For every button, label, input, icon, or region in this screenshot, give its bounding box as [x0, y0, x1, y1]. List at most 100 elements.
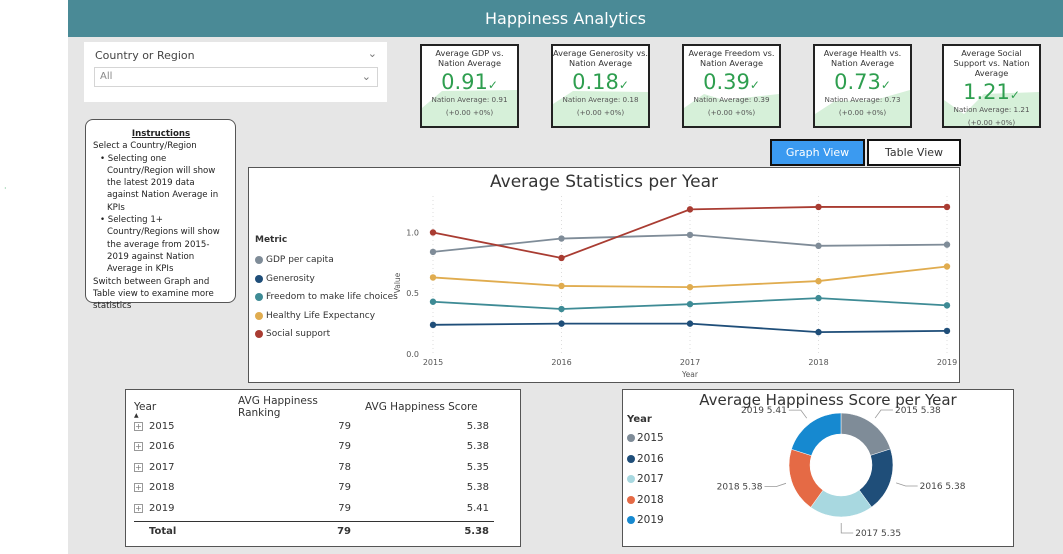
- kpi-nation-average: Nation Average: 0.73: [824, 95, 901, 104]
- label-leader-line: [840, 522, 854, 534]
- data-point: [815, 242, 822, 250]
- x-tick-label: 2015: [423, 358, 443, 367]
- kpi-delta: (+0.00 +0%): [707, 108, 756, 117]
- label-leader-line: [874, 409, 893, 419]
- legend-item[interactable]: 2016: [627, 449, 664, 470]
- legend-item[interactable]: Freedom to make life choices: [255, 288, 398, 307]
- country-slicer[interactable]: Country or Region ⌄ All ⌄: [84, 42, 387, 102]
- instructions-bullet2: • Selecting 1+ Country/Regions will show…: [100, 215, 220, 275]
- data-point: [943, 302, 951, 309]
- table-row: +2016 79 5.38: [134, 441, 489, 453]
- legend-swatch: [627, 475, 635, 484]
- donut-legend: Year 2015 2016 2017 2018 2019: [627, 414, 664, 531]
- graph-view-button[interactable]: Graph View: [770, 139, 865, 166]
- check-icon: ✓: [749, 78, 760, 92]
- table-view-button[interactable]: Table View: [867, 139, 961, 166]
- instructions-line1: Select a Country/Region: [93, 141, 197, 152]
- happiness-table: ▲ Year AVG Happiness Ranking AVG Happine…: [134, 395, 494, 542]
- expand-icon[interactable]: +: [134, 421, 143, 431]
- column-header-year[interactable]: Year: [134, 401, 157, 413]
- chevron-down-icon[interactable]: ⌄: [361, 70, 371, 83]
- donut-chart-panel: 2015 5.38 2016 5.38 2017 5.35 2018 5.38 2019…: [622, 389, 1014, 547]
- expand-icon[interactable]: +: [134, 442, 143, 452]
- data-point: [558, 254, 565, 262]
- data-point: [686, 231, 694, 239]
- instructions-box: Instructions Select a Country/Region • S…: [85, 119, 236, 311]
- check-icon: ✓: [1009, 88, 1020, 102]
- dropdown-value: All: [100, 71, 113, 82]
- line-chart-title: Average Statistics per Year: [490, 172, 718, 192]
- instructions-bullet1: • Selecting one Country/Region will show…: [100, 153, 219, 213]
- x-tick-label: 2016: [551, 358, 571, 367]
- y-axis-label: Value: [393, 272, 402, 293]
- data-point: [686, 206, 694, 213]
- data-point: [558, 282, 565, 290]
- kpi-delta: (+0.00 +0%): [445, 108, 494, 117]
- donut-chart-title: Average Happiness Score per Year: [699, 391, 957, 409]
- stray-dot: ·: [4, 184, 7, 193]
- data-point: [429, 229, 437, 236]
- legend-swatch: [627, 454, 635, 463]
- legend-item[interactable]: GDP per capita: [255, 251, 398, 270]
- collapse-chevron-icon[interactable]: ⌄: [367, 47, 377, 60]
- expand-icon[interactable]: +: [134, 483, 143, 493]
- report-canvas: Happiness Analytics Country or Region ⌄ …: [68, 0, 1063, 554]
- legend-title: Year: [627, 414, 652, 425]
- kpi-trend-area: [553, 91, 648, 126]
- data-point: [558, 235, 565, 242]
- legend-item[interactable]: 2017: [627, 469, 664, 490]
- donut-chart: 2015 5.38 2016 5.38 2017 5.35 2018 5.38 2019…: [717, 406, 966, 539]
- data-point: [686, 300, 694, 308]
- kpi-trend-area: [944, 92, 1039, 126]
- legend-item[interactable]: Social support: [255, 325, 398, 344]
- label-leader-line: [788, 409, 808, 419]
- legend-title: Metric: [255, 235, 288, 245]
- kpi-trend-area: [684, 94, 779, 126]
- data-point: [686, 283, 694, 291]
- y-tick-label: 0.0: [406, 350, 419, 359]
- table-header: Year AVG Happiness Ranking AVG Happiness…: [134, 395, 494, 419]
- table-row: +2019 79 5.41: [134, 502, 489, 514]
- kpi-title: Average Health vs. Nation Average: [823, 48, 902, 68]
- instructions-heading: Instructions: [131, 129, 191, 139]
- expand-icon[interactable]: +: [134, 462, 143, 472]
- data-point: [429, 274, 437, 281]
- data-point: [815, 203, 822, 211]
- page-title: Happiness Analytics: [68, 0, 1063, 37]
- kpi-value: 0.91✓: [441, 70, 498, 94]
- line-chart: 2015 2016 2017 2018 2019 0.0 0.5 1.0 Year Value: [393, 196, 957, 379]
- x-tick-label: 2019: [937, 358, 957, 367]
- legend-swatch: [627, 495, 635, 504]
- legend-item[interactable]: 2019: [627, 510, 664, 531]
- kpi-delta: (+0.00 +0%): [967, 118, 1016, 127]
- column-header-score[interactable]: AVG Happiness Score: [365, 401, 478, 413]
- sort-ascending-icon[interactable]: ▲: [134, 412, 139, 419]
- legend-item[interactable]: Healthy Life Expectancy: [255, 307, 398, 326]
- label-leader-line: [896, 482, 918, 487]
- kpi-delta: (+0.00 +0%): [838, 108, 887, 117]
- legend-item[interactable]: 2018: [627, 490, 664, 511]
- x-tick-label: 2017: [680, 358, 700, 367]
- label-leader-line: [764, 482, 787, 487]
- check-icon: ✓: [618, 78, 629, 92]
- check-icon: ✓: [487, 78, 498, 92]
- table-total-row: Total 79 5.38: [134, 520, 494, 542]
- expand-icon[interactable]: +: [134, 503, 143, 513]
- data-label: 2016 5.38: [920, 482, 966, 492]
- kpi-title: Average Freedom vs. Nation Average: [688, 48, 775, 68]
- column-header-ranking[interactable]: AVG Happiness Ranking: [238, 395, 318, 419]
- country-dropdown[interactable]: All ⌄: [94, 67, 378, 87]
- data-point: [558, 320, 565, 327]
- table-row: +2015 79 5.38: [134, 420, 489, 432]
- data-point: [943, 203, 951, 211]
- y-tick-label: 1.0: [406, 228, 419, 237]
- table-row: +2018 79 5.38: [134, 482, 489, 494]
- legend-item[interactable]: Generosity: [255, 270, 398, 289]
- legend-swatch: [255, 311, 263, 320]
- kpi-card-generosity: Average Generosity vs. Nation Average 0.…: [551, 44, 650, 128]
- happiness-table-panel: ▲ Year AVG Happiness Ranking AVG Happine…: [125, 389, 521, 547]
- legend-item[interactable]: 2015: [627, 428, 664, 449]
- y-tick-label: 0.5: [406, 289, 419, 298]
- legend-swatch: [627, 516, 635, 525]
- table-row: +2017 78 5.35: [134, 461, 489, 473]
